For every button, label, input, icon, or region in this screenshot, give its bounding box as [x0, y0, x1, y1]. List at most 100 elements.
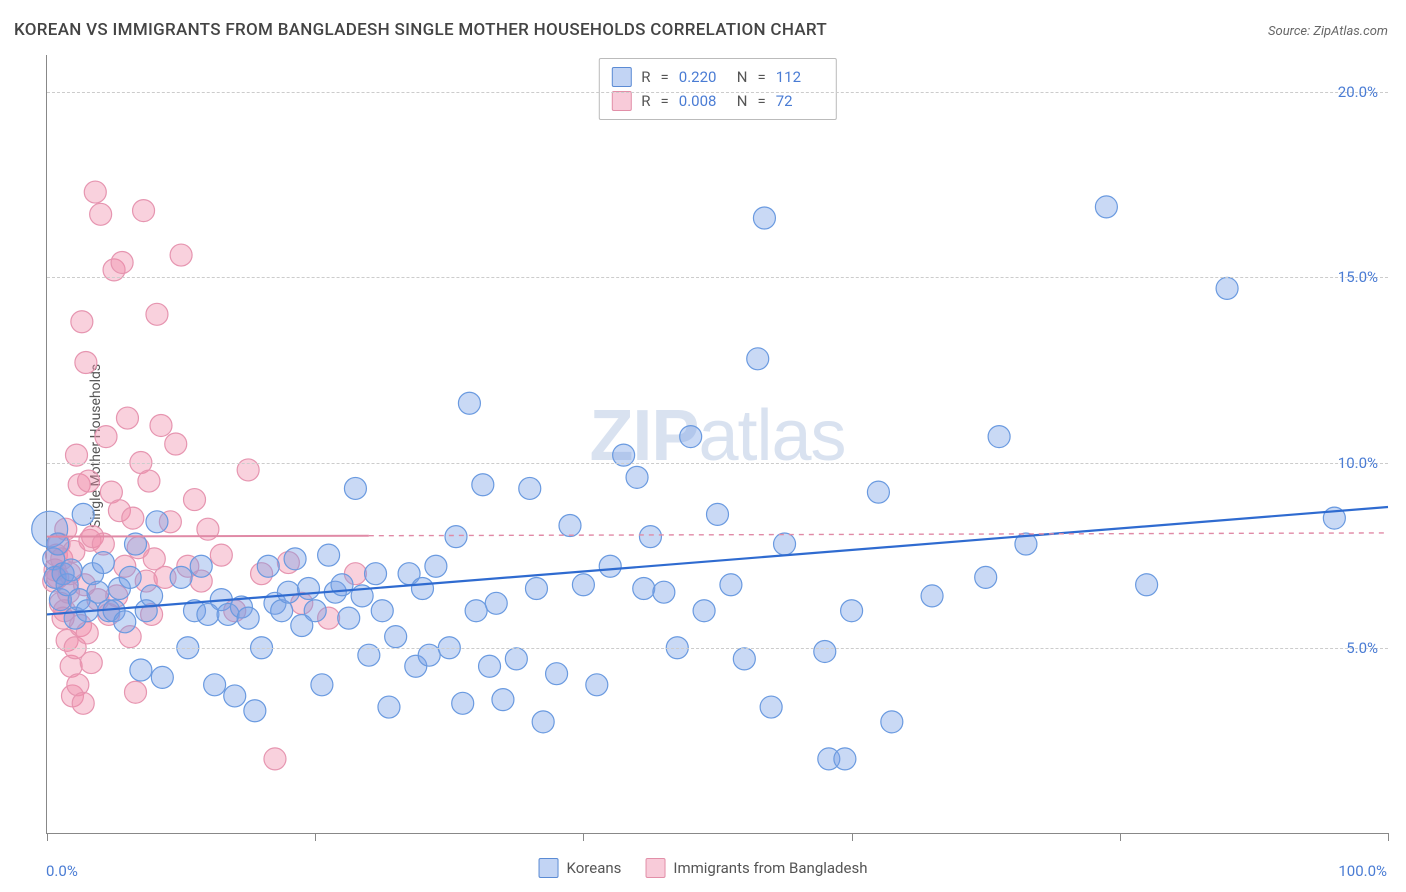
- data-point: [311, 674, 333, 696]
- data-point: [693, 600, 715, 622]
- data-point: [633, 577, 655, 599]
- data-point: [114, 611, 136, 633]
- data-point: [184, 489, 206, 511]
- x-tick: [583, 833, 584, 841]
- swatch-icon: [645, 858, 665, 878]
- data-point: [774, 533, 796, 555]
- data-point: [492, 689, 514, 711]
- data-point: [639, 526, 661, 548]
- data-point: [304, 600, 326, 622]
- data-point: [146, 511, 168, 533]
- data-point: [122, 507, 144, 529]
- legend-label: Immigrants from Bangladesh: [673, 859, 867, 877]
- data-point: [385, 626, 407, 648]
- legend-item-bangladesh: Immigrants from Bangladesh: [645, 858, 867, 878]
- chart-container: KOREAN VS IMMIGRANTS FROM BANGLADESH SIN…: [0, 0, 1406, 892]
- data-point: [720, 574, 742, 596]
- data-point: [244, 700, 266, 722]
- data-point: [425, 555, 447, 577]
- data-point: [841, 600, 863, 622]
- data-point: [472, 474, 494, 496]
- source-attribution: Source: ZipAtlas.com: [1268, 24, 1388, 39]
- data-point: [92, 552, 114, 574]
- x-tick: [47, 833, 48, 841]
- data-point: [378, 696, 400, 718]
- data-point: [72, 692, 94, 714]
- data-point: [119, 566, 141, 588]
- x-tick: [852, 833, 853, 841]
- data-point: [141, 585, 163, 607]
- x-tick-label: 100.0%: [1338, 862, 1387, 880]
- gridline: [47, 277, 1388, 278]
- data-point: [150, 414, 172, 436]
- data-point: [452, 692, 474, 714]
- data-point: [344, 477, 366, 499]
- data-point: [707, 503, 729, 525]
- data-point: [133, 200, 155, 222]
- data-point: [626, 466, 648, 488]
- data-point: [988, 426, 1010, 448]
- data-point: [111, 251, 133, 273]
- data-point: [72, 503, 94, 525]
- data-point: [1095, 196, 1117, 218]
- y-tick-label: 15.0%: [1338, 268, 1378, 286]
- data-point: [458, 392, 480, 414]
- data-point: [75, 351, 97, 373]
- plot-svg: [47, 55, 1388, 833]
- gridline: [47, 648, 1388, 649]
- data-point: [1216, 277, 1238, 299]
- data-point: [170, 566, 192, 588]
- data-point: [975, 566, 997, 588]
- data-point: [190, 555, 212, 577]
- data-point: [138, 470, 160, 492]
- data-point: [116, 407, 138, 429]
- data-point: [733, 648, 755, 670]
- data-point: [586, 674, 608, 696]
- y-tick-label: 10.0%: [1338, 454, 1378, 472]
- data-point: [146, 303, 168, 325]
- x-tick: [315, 833, 316, 841]
- x-tick-label: 0.0%: [46, 862, 78, 880]
- series-legend: Koreans Immigrants from Bangladesh: [539, 858, 868, 878]
- data-point: [60, 559, 82, 581]
- x-tick: [1388, 833, 1389, 841]
- trend-line-extrapolated: [369, 533, 1388, 536]
- data-point: [559, 515, 581, 537]
- data-point: [365, 563, 387, 585]
- data-point: [445, 526, 467, 548]
- data-point: [653, 581, 675, 603]
- data-point: [210, 544, 232, 566]
- data-point: [599, 555, 621, 577]
- data-point: [151, 666, 173, 688]
- data-point: [921, 585, 943, 607]
- data-point: [881, 711, 903, 733]
- x-tick: [1120, 833, 1121, 841]
- data-point: [465, 600, 487, 622]
- swatch-icon: [539, 858, 559, 878]
- data-point: [747, 348, 769, 370]
- y-tick-label: 20.0%: [1338, 83, 1378, 101]
- trend-line: [47, 536, 369, 537]
- data-point: [479, 655, 501, 677]
- data-point: [90, 203, 112, 225]
- data-point: [834, 748, 856, 770]
- data-point: [237, 607, 259, 629]
- data-point: [125, 681, 147, 703]
- data-point: [264, 748, 286, 770]
- chart-title: KOREAN VS IMMIGRANTS FROM BANGLADESH SIN…: [14, 20, 827, 40]
- data-point: [753, 207, 775, 229]
- data-point: [572, 574, 594, 596]
- legend-item-koreans: Koreans: [539, 858, 622, 878]
- gridline: [47, 463, 1388, 464]
- data-point: [318, 544, 340, 566]
- data-point: [371, 600, 393, 622]
- gridline: [47, 92, 1388, 93]
- data-point: [130, 659, 152, 681]
- data-point: [165, 433, 187, 455]
- data-point: [284, 548, 306, 570]
- data-point: [546, 663, 568, 685]
- data-point: [680, 426, 702, 448]
- data-point: [95, 426, 117, 448]
- plot-area: ZIPatlas R = 0.220 N = 112 R = 0.008 N =…: [46, 55, 1388, 834]
- data-point: [297, 577, 319, 599]
